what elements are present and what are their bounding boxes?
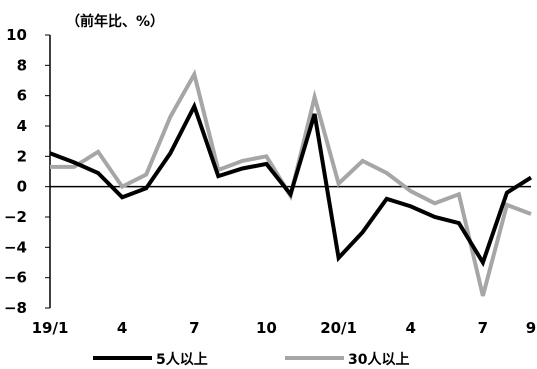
series-line xyxy=(50,69,532,297)
y-axis-tick-labels: 10 8 6 4 2 0 −2 −4 −6 −8 xyxy=(4,26,50,317)
legend: 5人以上 30人以上 xyxy=(93,351,409,368)
x-tick-label: 9 xyxy=(526,319,536,337)
x-tick-label: 10 xyxy=(256,319,277,337)
y-tick-label: 2 xyxy=(17,147,27,165)
series-group xyxy=(49,69,533,297)
y-tick-label: −6 xyxy=(4,269,27,287)
x-tick-label: 4 xyxy=(406,319,416,337)
y-tick-label: 6 xyxy=(17,87,27,105)
unit-label: （前年比、%） xyxy=(66,13,164,30)
series-line xyxy=(49,101,533,268)
y-tick-label: 0 xyxy=(17,178,27,196)
legend-label: 30人以上 xyxy=(348,351,409,368)
y-tick-label: −8 xyxy=(4,299,27,317)
x-tick-label: 7 xyxy=(478,319,488,337)
x-tick-label: 20/1 xyxy=(320,319,357,337)
y-tick-label: 10 xyxy=(6,26,27,44)
y-tick-label: −4 xyxy=(4,238,27,256)
x-tick-label: 4 xyxy=(117,319,127,337)
x-tick-label: 19/1 xyxy=(32,319,69,337)
legend-label: 5人以上 xyxy=(156,351,208,368)
y-tick-label: 4 xyxy=(17,117,27,135)
y-tick-label: −2 xyxy=(4,208,27,226)
x-axis-tick-labels: 19/1 4 7 10 20/1 4 7 9 xyxy=(32,319,537,337)
y-tick-label: 8 xyxy=(17,56,27,74)
x-tick-label: 7 xyxy=(189,319,199,337)
